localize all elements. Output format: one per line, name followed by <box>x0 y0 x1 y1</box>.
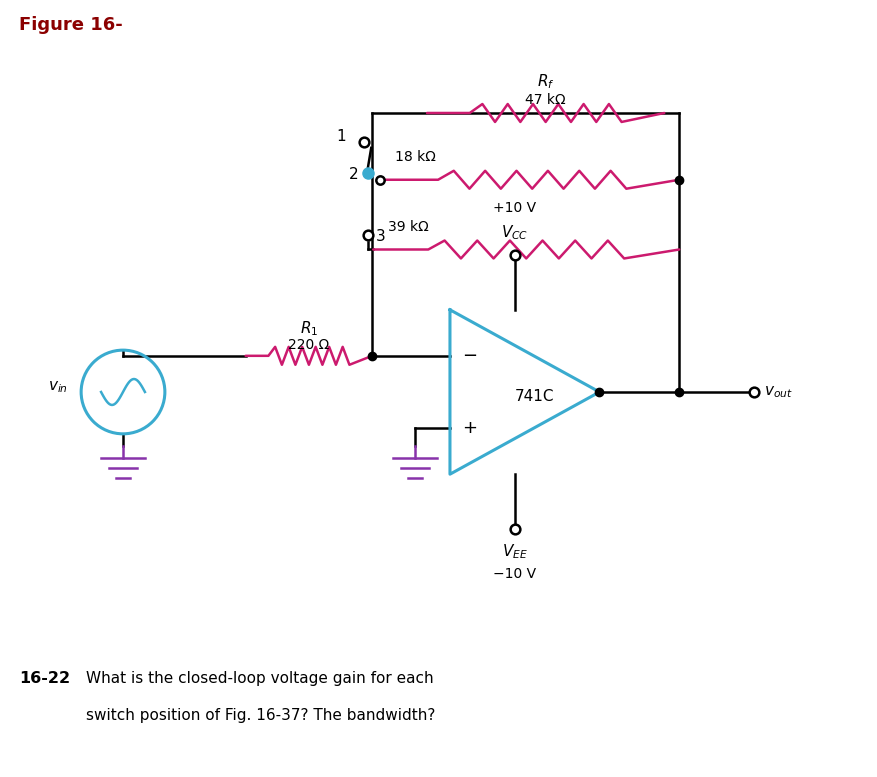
Text: 2: 2 <box>349 167 359 183</box>
Text: switch position of Fig. 16-37? The bandwidth?: switch position of Fig. 16-37? The bandw… <box>86 708 436 723</box>
Text: Figure 16-: Figure 16- <box>19 16 123 34</box>
Text: −10 V: −10 V <box>493 567 537 581</box>
Text: 47 kΩ: 47 kΩ <box>525 93 566 107</box>
Text: 16-22: 16-22 <box>19 671 70 686</box>
Text: 18 kΩ: 18 kΩ <box>396 150 436 164</box>
Text: $V_{EE}$: $V_{EE}$ <box>502 542 528 561</box>
Text: 1: 1 <box>337 130 346 145</box>
Polygon shape <box>450 310 600 474</box>
Text: 39 kΩ: 39 kΩ <box>389 220 429 234</box>
Text: What is the closed-loop voltage gain for each: What is the closed-loop voltage gain for… <box>86 671 434 686</box>
Text: 3: 3 <box>376 229 386 244</box>
Text: $v_{out}$: $v_{out}$ <box>764 384 793 400</box>
Text: $R_1$: $R_1$ <box>300 319 318 338</box>
Text: −: − <box>462 347 477 365</box>
Text: +10 V: +10 V <box>493 201 537 215</box>
Text: $v_{in}$: $v_{in}$ <box>48 379 68 395</box>
Text: 220 Ω: 220 Ω <box>289 338 330 352</box>
Text: +: + <box>462 419 477 437</box>
Text: $R_f$: $R_f$ <box>537 72 554 91</box>
Text: 741C: 741C <box>515 389 554 405</box>
Text: $V_{CC}$: $V_{CC}$ <box>501 223 529 242</box>
